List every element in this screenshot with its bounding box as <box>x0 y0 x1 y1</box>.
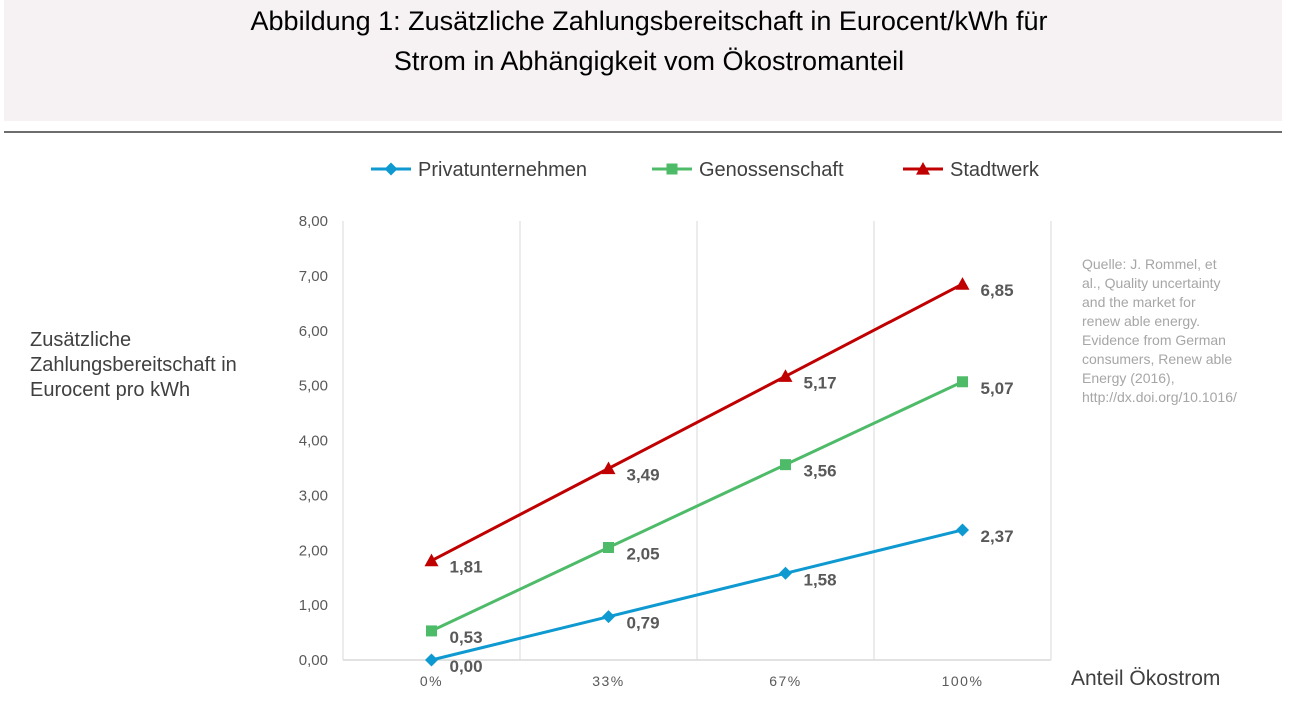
data-label-privatunternehmen: 2,37 <box>981 527 1014 546</box>
source-line: and the market for <box>1082 294 1196 310</box>
data-point-stadtwerk <box>778 369 793 382</box>
source-line: Quelle: J. Rommel, et <box>1082 256 1217 272</box>
chart-title-line-2: Strom in Abhängigkeit vom Ökostromanteil <box>393 46 905 76</box>
data-point-stadtwerk <box>424 553 439 567</box>
legend-label-stadtwerk: Stadtwerk <box>950 159 1040 181</box>
data-label-genossenschaft: 2,05 <box>627 545 660 564</box>
series-line-stadtwerk <box>430 282 964 563</box>
y-axis-label-line: Eurocent pro kWh <box>30 379 191 401</box>
y-tick-label: 0,00 <box>299 652 328 669</box>
y-tick-label: 1,00 <box>299 597 328 614</box>
data-label-stadtwerk: 3,49 <box>627 465 660 484</box>
x-tick-label: 100% <box>942 673 984 689</box>
source-line: Evidence from German <box>1082 332 1226 348</box>
legend-marker-privatunternehmen <box>384 162 398 176</box>
data-label-privatunternehmen: 0,79 <box>627 614 660 633</box>
data-label-stadtwerk: 6,85 <box>981 281 1014 300</box>
data-point-privatunternehmen <box>602 610 615 624</box>
data-label-genossenschaft: 5,07 <box>981 379 1014 398</box>
data-point-stadtwerk <box>601 461 616 475</box>
source-line: al., Quality uncertainty <box>1082 275 1221 291</box>
legend-label-genossenschaft: Genossenschaft <box>699 159 844 181</box>
legend-marker-stadtwerk <box>916 162 930 175</box>
title-divider <box>4 131 1282 133</box>
y-tick-label: 4,00 <box>299 433 328 450</box>
source-note: Quelle: J. Rommel, et al., Quality uncer… <box>1082 255 1282 407</box>
data-label-privatunternehmen: 1,58 <box>804 570 837 589</box>
data-label-privatunternehmen: 0,00 <box>450 657 483 676</box>
data-label-genossenschaft: 3,56 <box>804 462 837 481</box>
y-axis-label: Zusätzliche Zahlungsbereitschaft in Euro… <box>30 328 290 403</box>
series-line-privatunternehmen <box>431 528 963 662</box>
data-point-genossenschaft <box>780 459 791 471</box>
y-tick-label: 8,00 <box>299 213 328 230</box>
y-tick-label: 7,00 <box>299 268 328 285</box>
data-point-genossenschaft <box>957 376 968 388</box>
y-tick-label: 5,00 <box>299 378 328 395</box>
data-point-stadtwerk <box>955 277 970 290</box>
x-tick-label: 67% <box>769 673 802 689</box>
data-point-privatunternehmen <box>956 523 969 537</box>
y-tick-label: 3,00 <box>299 487 328 504</box>
data-point-privatunternehmen <box>425 653 438 667</box>
y-axis-label-line: Zahlungsbereitschaft in <box>30 354 237 376</box>
title-box: Abbildung 1: Zusätzliche Zahlungsbereits… <box>4 0 1282 121</box>
x-axis-label: Anteil Ökostrom <box>1071 667 1221 690</box>
data-point-genossenschaft <box>426 625 437 637</box>
source-line: renew able energy. <box>1082 313 1201 329</box>
source-line: consumers, Renew able <box>1082 351 1233 367</box>
x-tick-label: 33% <box>592 673 625 689</box>
data-point-privatunternehmen <box>779 566 792 580</box>
data-point-genossenschaft <box>603 542 614 554</box>
data-label-stadtwerk: 1,81 <box>450 558 483 577</box>
series-line-genossenschaft <box>430 380 964 633</box>
legend-label-privatunternehmen: Privatunternehmen <box>418 159 587 181</box>
data-label-genossenschaft: 0,53 <box>450 628 483 647</box>
y-tick-label: 2,00 <box>299 542 328 559</box>
source-line: http://dx.doi.org/10.1016/ <box>1082 389 1237 405</box>
y-tick-label: 6,00 <box>299 323 328 340</box>
chart-title-line-1: Abbildung 1: Zusätzliche Zahlungsbereits… <box>250 6 1048 36</box>
source-line: Energy (2016), <box>1082 370 1175 386</box>
y-axis-label-line: Zusätzliche <box>30 329 132 351</box>
data-label-stadtwerk: 5,17 <box>804 373 837 392</box>
x-tick-label: 0% <box>420 673 443 689</box>
legend-marker-genossenschaft <box>666 163 678 175</box>
